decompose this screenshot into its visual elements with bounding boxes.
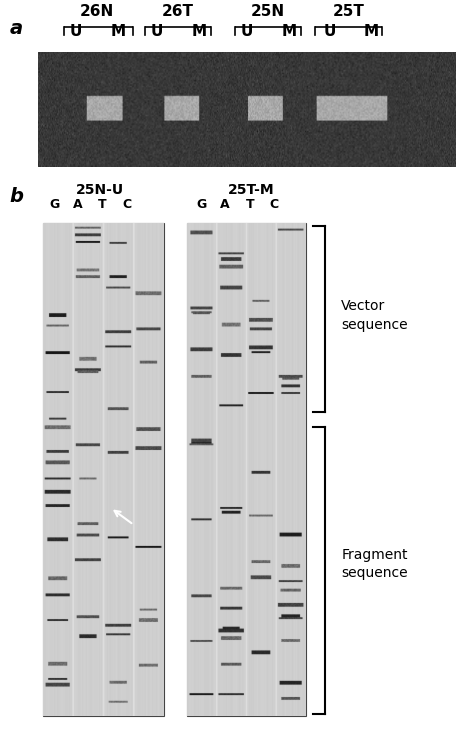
Bar	[187, 223, 306, 716]
Text: U: U	[150, 24, 163, 39]
Text: 26N: 26N	[80, 4, 114, 19]
Text: C: C	[122, 198, 132, 211]
Text: Fragment
sequence: Fragment sequence	[341, 548, 408, 580]
Text: U: U	[323, 24, 336, 39]
Text: T: T	[246, 198, 254, 211]
Text: T: T	[98, 198, 106, 211]
Text: G: G	[196, 198, 207, 211]
Text: 26T: 26T	[162, 4, 194, 19]
Text: U: U	[240, 24, 253, 39]
Text: U: U	[70, 24, 82, 39]
Text: M: M	[364, 24, 379, 39]
Text: 25T-M: 25T-M	[228, 183, 274, 197]
Text: a: a	[9, 19, 23, 38]
Text: b: b	[9, 187, 24, 206]
Text: 25T: 25T	[332, 4, 365, 19]
Text: G: G	[49, 198, 60, 211]
Text: A: A	[220, 198, 230, 211]
Text: M: M	[191, 24, 207, 39]
Text: M: M	[111, 24, 126, 39]
Text: 25N-U: 25N-U	[75, 183, 124, 197]
Text: M: M	[282, 24, 297, 39]
Text: C: C	[269, 198, 279, 211]
Text: 25N: 25N	[251, 4, 285, 19]
Bar	[43, 223, 164, 716]
Text: Vector
sequence: Vector sequence	[341, 299, 408, 332]
Text: A: A	[73, 198, 83, 211]
